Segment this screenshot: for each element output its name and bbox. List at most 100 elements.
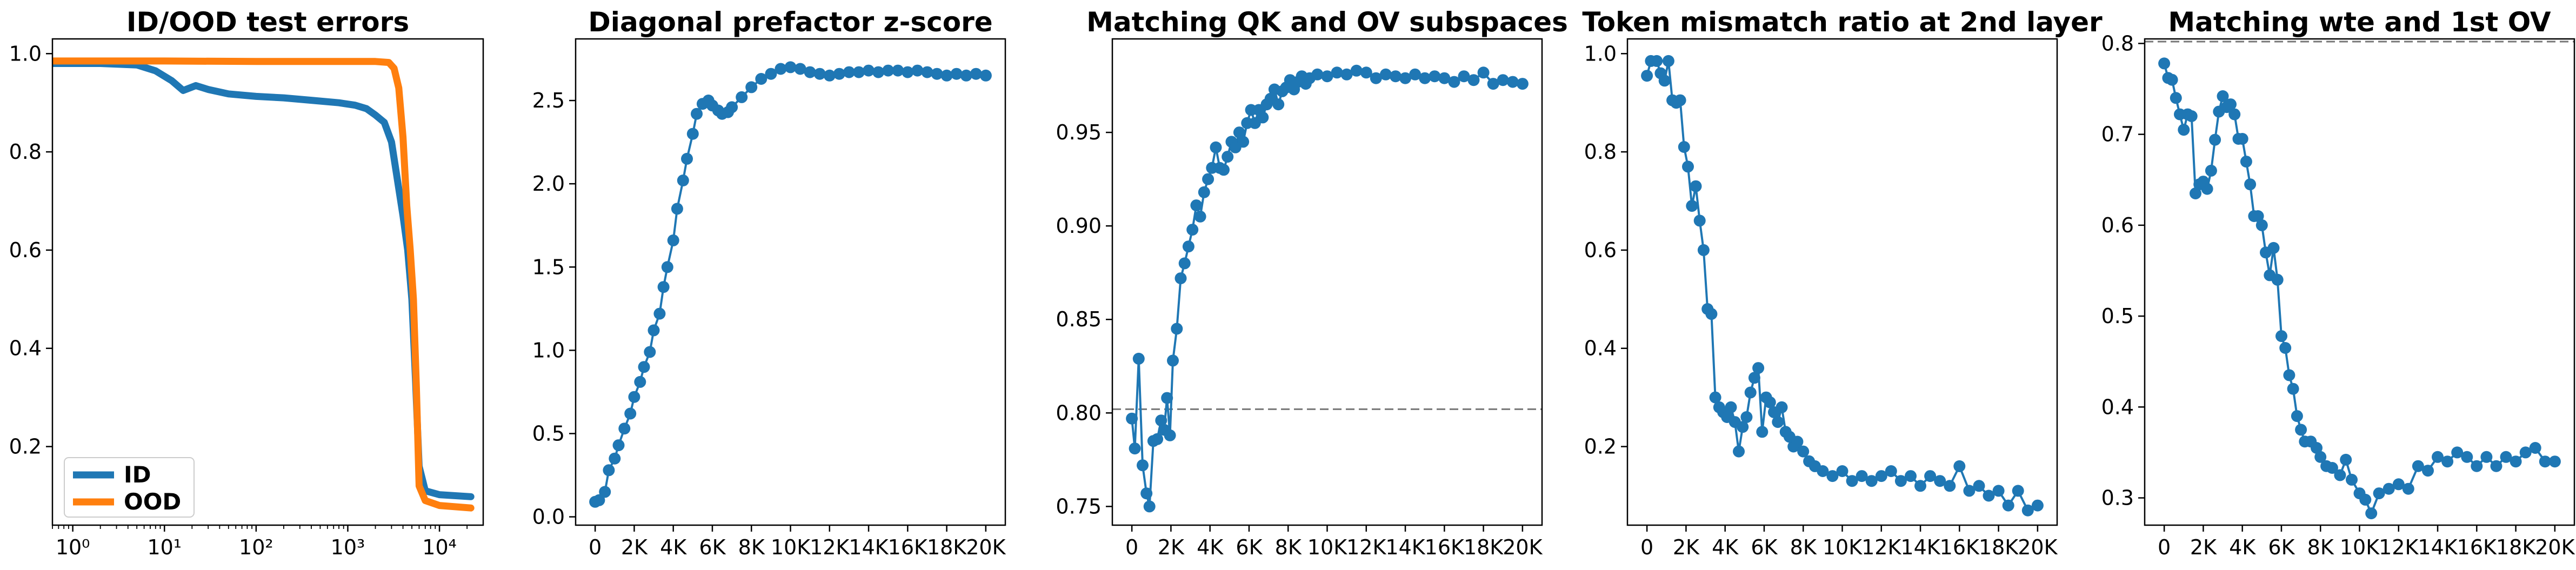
- data-point: [2236, 133, 2248, 145]
- x-tick-label: 10K: [2340, 535, 2380, 559]
- data-point: [612, 439, 625, 452]
- data-point: [1399, 72, 1411, 84]
- data-point: [2422, 465, 2434, 477]
- y-tick-label: 1.0: [1584, 42, 1617, 65]
- y-tick-label: 0.90: [1056, 214, 1102, 238]
- data-point: [1210, 141, 1222, 153]
- x-tick-label: 8K: [1790, 535, 1817, 559]
- x-tick-label: 20K: [1503, 535, 1543, 559]
- data-point: [686, 128, 699, 140]
- data-point: [863, 64, 875, 77]
- data-point: [1218, 164, 1230, 176]
- data-point: [671, 203, 683, 215]
- plot-area: [2158, 57, 2561, 520]
- x-tick-label: 10²: [239, 535, 273, 559]
- chart-matching-wte-1st-ov: Matching wte and 1st OV 0 2K 4K 6K 8K 10K12K14…: [2101, 6, 2575, 559]
- data-point: [1817, 465, 1829, 477]
- data-point: [2201, 183, 2213, 195]
- data-point: [2539, 455, 2551, 468]
- data-point: [1662, 55, 1674, 67]
- legend-label: OOD: [124, 488, 181, 515]
- data-point: [1458, 70, 1470, 83]
- data-point: [1934, 475, 1946, 487]
- data-point: [813, 68, 826, 80]
- data-point: [1885, 465, 1897, 477]
- data-point: [960, 69, 972, 82]
- x-tick-label: 20K: [2535, 535, 2575, 559]
- data-point: [2500, 451, 2512, 463]
- y-tick-label: 0.2: [9, 435, 42, 459]
- y-tick-label: 0.8: [9, 140, 42, 164]
- data-point: [2228, 108, 2241, 120]
- data-point: [2252, 210, 2264, 222]
- data-point: [1733, 445, 1745, 458]
- data-point: [1791, 435, 1804, 448]
- data-point: [2510, 455, 2522, 468]
- y-tick-label: 0.3: [2101, 486, 2134, 510]
- data-point: [2326, 462, 2338, 474]
- data-point: [1126, 412, 1138, 425]
- series-line-0: [594, 66, 987, 503]
- data-point: [2244, 178, 2257, 191]
- data-point: [1924, 470, 1937, 482]
- data-point: [1233, 126, 1245, 139]
- x-tick-label: 18K: [1464, 535, 1504, 559]
- data-point: [593, 494, 605, 506]
- x-tick-label: 4K: [1712, 535, 1739, 559]
- x-tick-label: 4K: [660, 535, 687, 559]
- data-point: [1311, 68, 1324, 81]
- data-point: [882, 64, 895, 77]
- data-point: [765, 68, 777, 80]
- data-point: [1894, 475, 1907, 487]
- data-point: [1237, 136, 1250, 148]
- y-tick-label: 0.4: [1584, 337, 1617, 360]
- data-point: [628, 391, 640, 403]
- data-point: [2548, 455, 2561, 468]
- data-point: [1953, 460, 1966, 472]
- x-tick-label: 16K: [2457, 535, 2497, 559]
- x-tick-label: 18K: [1979, 535, 2019, 559]
- data-point: [1658, 75, 1671, 87]
- data-point: [2340, 453, 2352, 466]
- data-point: [1164, 429, 1176, 441]
- data-point: [2012, 485, 2024, 497]
- data-point: [2365, 507, 2378, 520]
- x-tick-label: 12K: [1861, 535, 1901, 559]
- x-tick-label: 14K: [849, 535, 889, 559]
- chart-diagonal-prefactor-z-score: Diagonal prefactor z-score 0 2K 4K 6K 8K 10K12…: [532, 6, 1006, 559]
- data-point: [1477, 66, 1490, 79]
- data-point: [2311, 442, 2323, 454]
- data-point: [2441, 455, 2454, 468]
- x-tick-label: 14K: [1900, 535, 1940, 559]
- data-point: [2432, 451, 2444, 463]
- data-point: [1222, 151, 1234, 163]
- y-tick-label: 0.7: [2101, 123, 2134, 146]
- data-point: [2412, 460, 2424, 472]
- x-tick-label: 18K: [927, 535, 967, 559]
- series-line-0: [1646, 59, 2039, 512]
- axes-frame: [1626, 38, 2058, 526]
- data-point: [1674, 94, 1686, 106]
- data-point: [1826, 470, 1839, 482]
- data-point: [1914, 480, 1926, 492]
- data-point: [1797, 445, 1810, 458]
- y-tick-label: 0.6: [9, 238, 42, 262]
- data-point: [2392, 478, 2405, 491]
- data-point: [1497, 74, 1509, 86]
- data-point: [2480, 451, 2493, 463]
- data-point: [2225, 98, 2237, 111]
- data-point: [2291, 410, 2303, 423]
- x-tick-label: 20K: [2018, 535, 2058, 559]
- data-point: [1171, 323, 1183, 335]
- data-point: [1155, 414, 1167, 427]
- data-point: [2267, 242, 2280, 254]
- y-tick-label: 0.80: [1056, 401, 1102, 425]
- chart-title: ID/OOD test errors: [126, 6, 409, 38]
- data-point: [1678, 141, 1690, 153]
- data-point: [892, 64, 904, 77]
- y-tick-label: 0.5: [532, 421, 565, 445]
- x-tick-label: 12K: [810, 535, 850, 559]
- data-point: [1167, 354, 1179, 367]
- data-point: [1429, 70, 1441, 83]
- plot-area: [1641, 55, 2044, 517]
